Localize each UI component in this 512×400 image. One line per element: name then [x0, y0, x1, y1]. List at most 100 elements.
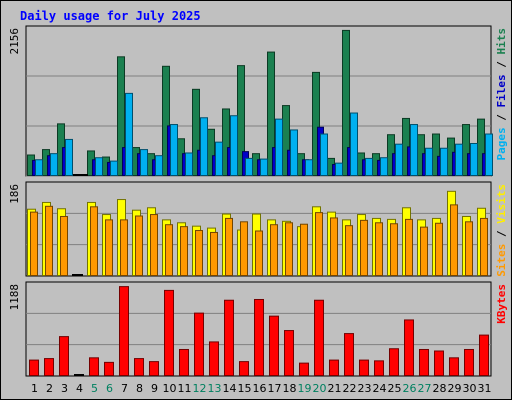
bar-kbytes	[119, 286, 129, 376]
axis-title-separator: /	[495, 108, 508, 128]
x-tick-label: 10	[163, 382, 177, 395]
bar-kbytes	[134, 358, 144, 376]
bar-pages	[290, 129, 298, 177]
bar-kbytes	[89, 357, 99, 376]
bar-pages	[200, 117, 208, 176]
y-max-label: 186	[8, 184, 21, 204]
axis-title-part: Hits	[495, 28, 508, 55]
bar-kbytes	[404, 319, 414, 376]
bar-pages	[65, 138, 73, 176]
bar-kbytes	[419, 348, 429, 377]
panel-visits: 186 Sites / Visits	[8, 181, 508, 277]
bar-pages	[185, 152, 193, 176]
x-tick-label: 3	[61, 382, 68, 395]
bar-pages	[380, 157, 388, 176]
bar-sites	[165, 224, 173, 276]
bar-kbytes	[284, 330, 294, 376]
x-tick-label: 23	[358, 382, 372, 395]
bar-hits	[117, 56, 125, 176]
x-tick-label: 8	[136, 382, 143, 395]
y-max-label: 2156	[8, 28, 21, 55]
bar-sites	[195, 230, 203, 276]
bar-pages	[230, 115, 238, 176]
x-tick-label: 12	[193, 382, 207, 395]
x-tick-label: 22	[343, 382, 357, 395]
bar-sites	[285, 222, 293, 277]
bar-kbytes	[149, 361, 159, 376]
bar-sites	[120, 219, 128, 277]
x-tick-label: 30	[463, 382, 477, 395]
bar-pages	[215, 141, 223, 177]
bar-kbytes	[329, 359, 339, 377]
bar-kbytes	[389, 348, 399, 376]
bar-pages	[35, 159, 43, 176]
bar-sites	[420, 226, 428, 276]
x-tick-label: 1	[31, 382, 38, 395]
bar-sites	[270, 224, 278, 276]
bar-pages	[410, 124, 418, 176]
bar-sites	[480, 217, 488, 277]
bar-sites	[465, 221, 473, 277]
bar-sites	[390, 223, 398, 276]
x-tick-label: 25	[388, 382, 402, 395]
bar-kbytes	[374, 360, 384, 376]
chart-panels: 2156 Pages / Files / Hits 186 Sites / Visit…	[8, 25, 508, 377]
bar-kbytes	[344, 333, 354, 376]
bar-pages	[425, 147, 433, 177]
bar-sites	[60, 215, 68, 276]
bar-kbytes	[449, 357, 459, 376]
bar-kbytes	[479, 334, 489, 377]
x-tick-label: 14	[223, 382, 237, 395]
x-tick-label: 4	[76, 382, 83, 395]
bar-pages	[485, 133, 493, 177]
x-axis-labels: 1 2 3 4 5 6 7 8 9 10 11 12 13 14 15 16 17 18 19 20 21 22 23 24 2…	[31, 382, 492, 395]
bar-sites	[360, 219, 368, 277]
bar-hits	[162, 65, 170, 176]
bar-sites	[30, 211, 38, 276]
bar-pages	[470, 142, 478, 176]
bar-sites	[90, 206, 98, 277]
bar-sites	[375, 222, 383, 277]
bar-pages	[50, 153, 58, 176]
series-pages	[35, 92, 493, 177]
bar-sites	[345, 225, 353, 276]
bar-pages	[260, 158, 268, 176]
bar-pages	[455, 143, 463, 177]
x-tick-label: 31	[478, 382, 492, 395]
axis-title-part: Visits	[495, 184, 508, 224]
bar-kbytes	[194, 312, 204, 377]
axis-title-visits: Sites / Visits	[495, 184, 508, 277]
bar-sites	[210, 231, 218, 276]
x-tick-label: 9	[151, 382, 158, 395]
bar-sites	[300, 223, 308, 276]
x-tick-label: 29	[448, 382, 462, 395]
bar-hits	[342, 29, 350, 176]
bar-pages	[95, 157, 103, 176]
bar-sites	[450, 204, 458, 277]
bar-kbytes	[224, 299, 234, 377]
x-tick-label: 15	[238, 382, 252, 395]
bar-hits	[192, 88, 200, 176]
bar-kbytes	[359, 359, 369, 377]
bar-kbytes	[254, 298, 264, 377]
bar-kbytes	[209, 341, 219, 376]
x-tick-label: 17	[268, 382, 282, 395]
x-tick-label: 27	[418, 382, 432, 395]
bar-kbytes	[44, 358, 54, 376]
bar-kbytes	[164, 289, 174, 377]
bar-kbytes	[239, 361, 249, 376]
panel-hits: 2156 Pages / Files / Hits	[8, 25, 508, 177]
bar-pages	[395, 143, 403, 177]
x-tick-label: 18	[283, 382, 297, 395]
axis-title-separator: /	[495, 55, 508, 75]
bar-pages	[170, 124, 178, 176]
bar-pages	[365, 157, 373, 177]
x-tick-label: 16	[253, 382, 267, 395]
x-tick-label: 13	[208, 382, 222, 395]
bar-kbytes	[29, 359, 39, 377]
x-tick-label: 6	[106, 382, 113, 395]
bar-sites	[150, 214, 158, 276]
bar-kbytes	[299, 362, 309, 377]
bar-sites	[240, 221, 248, 277]
axis-title-separator: /	[495, 224, 508, 244]
